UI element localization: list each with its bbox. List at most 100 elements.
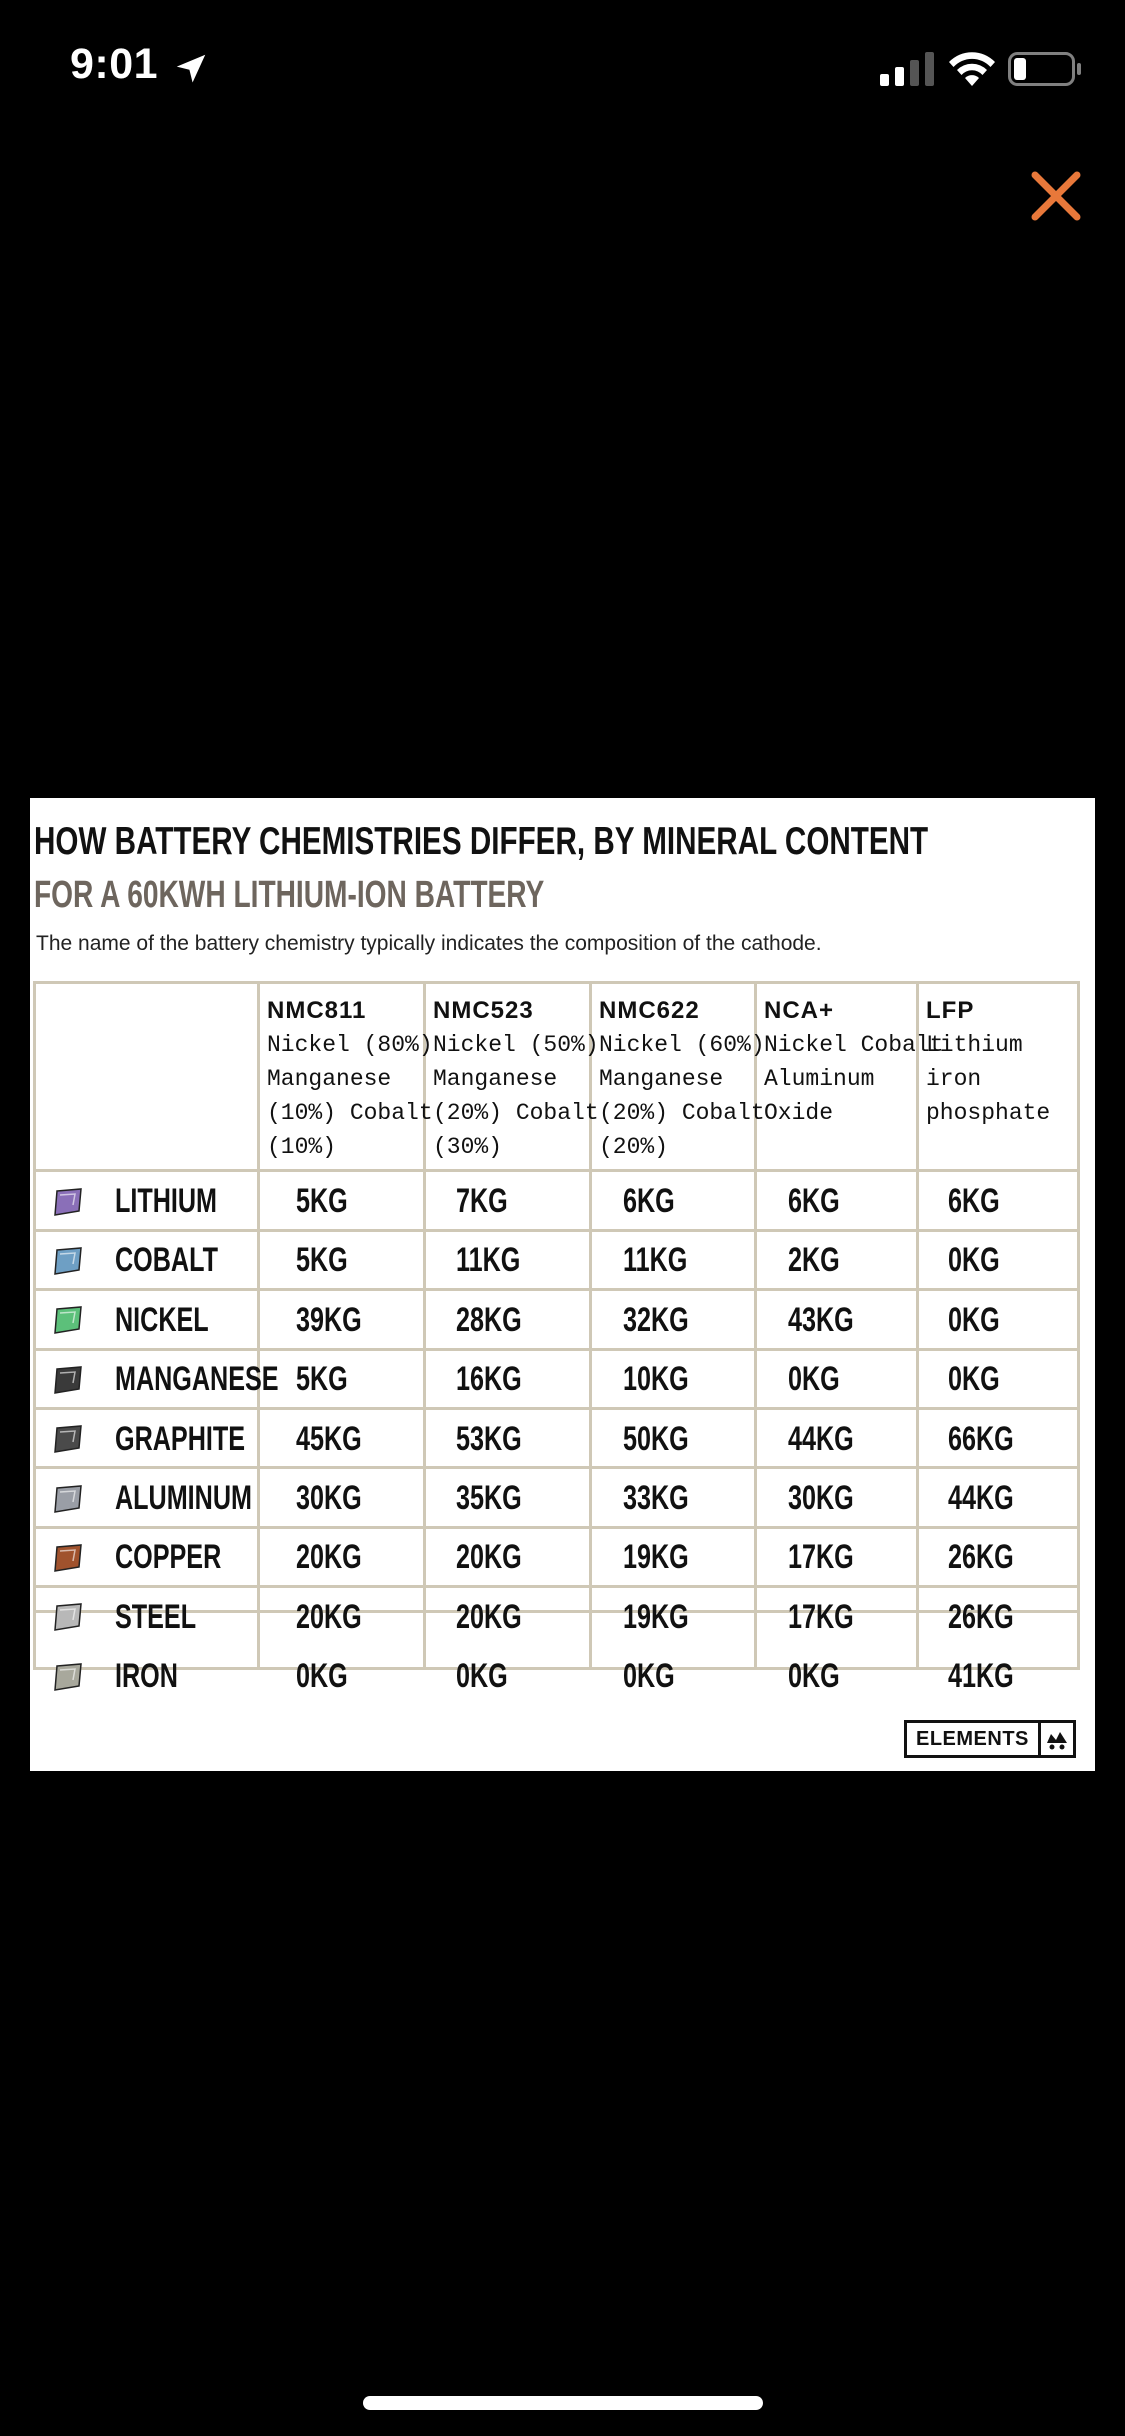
- column-name: NCA+: [764, 997, 835, 1024]
- table-cell: 39KG: [296, 1291, 385, 1350]
- cell-value: 0KG: [788, 1360, 840, 1399]
- table-cell: 6KG: [948, 1172, 1018, 1231]
- table-cell: 0KG: [948, 1291, 1018, 1350]
- cell-value: 45KG: [296, 1419, 362, 1458]
- column-header-nmc523: NMC523 Nickel (50%) Manganese (20%) Coba…: [433, 994, 599, 1164]
- cell-value: 20KG: [296, 1597, 362, 1636]
- table-cell: 20KG: [456, 1528, 545, 1587]
- status-bar: 9:01: [0, 0, 1125, 140]
- table-cell: 17KG: [788, 1588, 877, 1647]
- table-cell: 20KG: [456, 1588, 545, 1647]
- column-name: NMC523: [433, 997, 534, 1024]
- cell-value: 0KG: [788, 1657, 840, 1696]
- table-cell: 66KG: [948, 1410, 1037, 1469]
- lithium-icon: [54, 1187, 82, 1216]
- column-name: NMC622: [599, 997, 700, 1024]
- grid-line: [36, 1288, 1077, 1291]
- cell-value: 44KG: [948, 1479, 1014, 1517]
- mineral-name: NICKEL: [115, 1300, 209, 1339]
- column-header-lfp: LFP Lithium iron phosphate: [926, 994, 1077, 1130]
- cell-value: 26KG: [948, 1538, 1014, 1577]
- grid-line: [36, 1610, 1077, 1613]
- table-cell: 0KG: [456, 1647, 526, 1706]
- table-cell: 7KG: [456, 1172, 526, 1231]
- table-cell: 19KG: [623, 1528, 712, 1587]
- cell-value: 2KG: [788, 1241, 840, 1280]
- cell-value: 19KG: [623, 1538, 689, 1577]
- grid-line: [36, 1526, 1077, 1529]
- brand-name: ELEMENTS: [916, 1727, 1029, 1750]
- cell-value: 0KG: [948, 1360, 1000, 1399]
- copper-icon: [54, 1544, 82, 1572]
- cell-value: 33KG: [623, 1479, 689, 1517]
- grid-line: [36, 1466, 1077, 1469]
- table-cell: 20KG: [296, 1588, 385, 1647]
- table-cell: 2KG: [788, 1231, 858, 1290]
- nickel-icon: [54, 1306, 82, 1335]
- home-indicator[interactable]: [363, 2396, 763, 2410]
- row-label-nickel: NICKEL: [51, 1291, 242, 1350]
- cell-value: 5KG: [296, 1360, 348, 1399]
- cell-value: 6KG: [948, 1182, 1000, 1220]
- brand-logo: ELEMENTS: [904, 1720, 1076, 1758]
- table-cell: 0KG: [623, 1647, 693, 1706]
- graphite-icon: [54, 1425, 82, 1453]
- column-description: Lithium iron phosphate: [926, 1032, 1051, 1126]
- table-cell: 5KG: [296, 1350, 366, 1409]
- cell-value: 0KG: [296, 1657, 348, 1696]
- cell-value: 17KG: [788, 1538, 854, 1577]
- table-cell: 11KG: [623, 1231, 710, 1290]
- column-header-nmc622: NMC622 Nickel (60%) Manganese (20%) Coba…: [599, 994, 765, 1164]
- wifi-icon: [949, 52, 995, 86]
- cell-value: 5KG: [296, 1182, 348, 1220]
- row-label-iron: IRON: [51, 1647, 200, 1706]
- mineral-name: ALUMINUM: [115, 1479, 252, 1517]
- mineral-name: MANGANESE: [115, 1360, 279, 1399]
- cell-value: 20KG: [456, 1597, 522, 1636]
- table-cell: 44KG: [788, 1410, 877, 1469]
- cell-value: 66KG: [948, 1419, 1014, 1458]
- row-label-cobalt: COBALT: [51, 1231, 254, 1290]
- iron-icon: [54, 1662, 82, 1691]
- cell-value: 0KG: [948, 1300, 1000, 1339]
- table-cell: 43KG: [788, 1291, 877, 1350]
- grid-line: [36, 1348, 1077, 1351]
- grid-line: [916, 984, 919, 1667]
- cell-value: 35KG: [456, 1479, 522, 1517]
- table-cell: 5KG: [296, 1231, 366, 1290]
- close-button[interactable]: [1025, 165, 1087, 227]
- table-cell: 6KG: [788, 1172, 858, 1231]
- cell-value: 0KG: [623, 1657, 675, 1696]
- elements-logo-icon: [1047, 1732, 1067, 1750]
- cell-value: 16KG: [456, 1360, 522, 1399]
- status-time: 9:01: [70, 40, 159, 88]
- cell-value: 17KG: [788, 1597, 854, 1636]
- cell-value: 11KG: [456, 1241, 521, 1280]
- table-cell: 5KG: [296, 1172, 366, 1231]
- table-cell: 0KG: [948, 1231, 1018, 1290]
- cell-value: 6KG: [788, 1182, 840, 1220]
- row-label-manganese: MANGANESE: [51, 1350, 336, 1409]
- table-cell: 53KG: [456, 1410, 545, 1469]
- table-cell: 26KG: [948, 1588, 1037, 1647]
- cell-value: 19KG: [623, 1597, 689, 1636]
- row-label-steel: STEEL: [51, 1588, 225, 1647]
- column-description: Nickel (50%) Manganese (20%) Cobalt (30%…: [433, 1032, 599, 1160]
- table-cell: 35KG: [456, 1469, 545, 1528]
- row-label-copper: COPPER: [51, 1528, 259, 1587]
- cobalt-icon: [54, 1247, 82, 1275]
- table-cell: 17KG: [788, 1528, 877, 1587]
- table-cell: 33KG: [623, 1469, 712, 1528]
- mineral-name: STEEL: [115, 1597, 197, 1636]
- grid-line: [36, 1585, 1077, 1588]
- column-description: Nickel (60%) Manganese (20%) Cobalt (20%…: [599, 1032, 765, 1160]
- cell-value: 7KG: [456, 1182, 508, 1220]
- cell-value: 44KG: [788, 1419, 854, 1458]
- table-cell: 0KG: [788, 1350, 858, 1409]
- cell-value: 5KG: [296, 1241, 348, 1280]
- steel-icon: [54, 1603, 82, 1632]
- column-header-nmc811: NMC811 Nickel (80%) Manganese (10%) Coba…: [267, 994, 433, 1164]
- table-cell: 11KG: [456, 1231, 543, 1290]
- table-cell: 10KG: [623, 1350, 712, 1409]
- mineral-name: GRAPHITE: [115, 1419, 246, 1458]
